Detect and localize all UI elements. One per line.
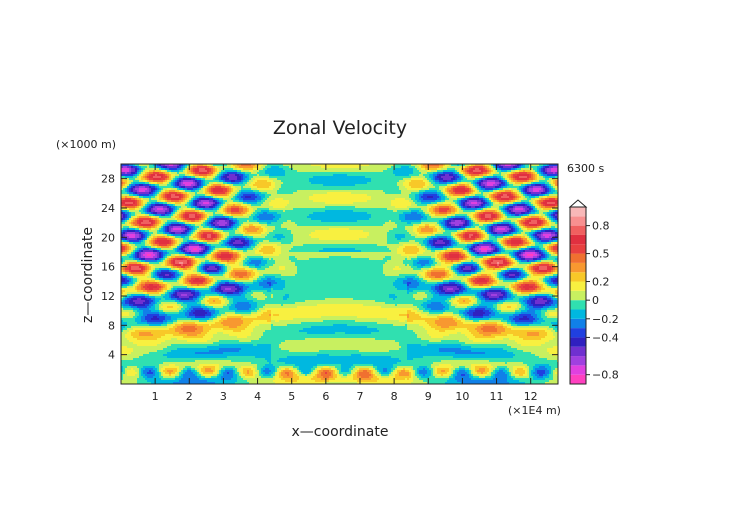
x-axis-label: x—coordinate xyxy=(292,424,389,440)
colorbar-tick-label: 0.8 xyxy=(592,220,610,233)
colorbar-swatch xyxy=(570,309,586,319)
x-unit-label: (×1E4 m) xyxy=(508,404,561,417)
colorbar-swatch xyxy=(570,337,586,347)
x-tick-label: 5 xyxy=(288,390,295,403)
x-tick-label: 1 xyxy=(152,390,159,403)
x-tick-label: 11 xyxy=(490,390,504,403)
colorbar-swatch xyxy=(570,281,586,291)
x-tick-label: 12 xyxy=(524,390,538,403)
x-tick-label: 9 xyxy=(425,390,432,403)
chart-title: Zonal Velocity xyxy=(273,117,407,139)
colorbar-swatch xyxy=(570,262,586,273)
plot-frame xyxy=(120,163,559,385)
time-label: 6300 s xyxy=(567,162,604,175)
x-tick-label: 2 xyxy=(186,390,193,403)
colorbar-swatch xyxy=(570,356,586,366)
colorbar-swatch xyxy=(570,272,586,282)
y-unit-label: (×1000 m) xyxy=(56,138,116,151)
colorbar-swatch xyxy=(570,225,586,235)
x-tick-label: 4 xyxy=(254,390,261,403)
x-axis: 1 2 3 4 5 6 7 8 9 10 11 12 xyxy=(152,164,538,403)
y-axis: 4 8 12 16 20 24 28 xyxy=(101,173,558,362)
colorbar-swatch xyxy=(570,374,586,384)
x-tick-label: 10 xyxy=(455,390,469,403)
colorbar-swatch xyxy=(570,300,586,310)
colorbar-swatch xyxy=(570,207,586,217)
y-tick-label: 20 xyxy=(101,231,115,244)
colorbar-swatch xyxy=(570,365,586,375)
x-tick-label: 3 xyxy=(220,390,227,403)
colorbar-tick-label: 0 xyxy=(592,294,599,307)
colorbar-swatch xyxy=(570,234,586,245)
colorbar-swatch xyxy=(570,253,586,263)
y-tick-label: 28 xyxy=(101,173,115,186)
colorbar-tick-label: 0.5 xyxy=(592,248,610,261)
colorbar-frame xyxy=(569,206,587,385)
x-tick-label: 6 xyxy=(322,390,329,403)
colorbar-swatch xyxy=(570,216,586,226)
colorbar-tick-label: 0.2 xyxy=(592,276,610,289)
colorbar-swatch xyxy=(570,318,586,329)
x-tick-label: 8 xyxy=(391,390,398,403)
colorbar-swatch xyxy=(570,328,586,338)
x-tick-label: 7 xyxy=(356,390,363,403)
y-tick-label: 12 xyxy=(101,290,115,303)
y-tick-label: 24 xyxy=(101,202,115,215)
y-tick-label: 16 xyxy=(101,261,115,274)
velocity-field xyxy=(121,164,558,384)
colorbar-swatch xyxy=(570,346,586,357)
colorbar-tick-label: −0.4 xyxy=(592,331,619,344)
colorbar-tick-label: −0.8 xyxy=(592,369,619,382)
colorbar-swatch xyxy=(570,244,586,254)
colorbar-swatch xyxy=(570,290,586,301)
y-axis-label: z—coordinate xyxy=(80,227,96,323)
y-tick-label: 4 xyxy=(108,349,115,362)
colorbar-arrow xyxy=(568,199,588,208)
colorbar: 0.8 0.5 0.2 0 −0.2 −0.4 −0.8 xyxy=(568,199,619,385)
colorbar-tick-label: −0.2 xyxy=(592,313,619,326)
y-tick-label: 8 xyxy=(108,319,115,332)
